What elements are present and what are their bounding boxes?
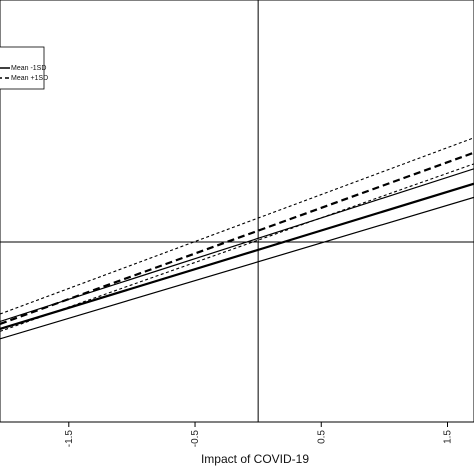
x-tick-label: -0.5 xyxy=(190,430,201,448)
series-line-5 xyxy=(0,163,474,332)
series-layer xyxy=(0,137,474,340)
x-axis: -1.5 -0.5 0.5 1.5 xyxy=(64,422,453,448)
x-axis-title: Impact of COVID-19 xyxy=(201,452,309,466)
series-line-2 xyxy=(0,196,474,340)
x-tick-label: -1.5 xyxy=(64,430,75,448)
x-tick-label: 0.5 xyxy=(316,430,327,444)
series-line-0 xyxy=(0,182,474,330)
legend-label-mean-minus-1sd: Mean -1SD xyxy=(11,65,46,72)
legend: Mean -1SD Mean +1SD xyxy=(0,46,48,90)
plot-area xyxy=(0,0,474,423)
plot-frame xyxy=(0,0,474,423)
legend-label-mean-plus-1sd: Mean +1SD xyxy=(11,75,48,82)
x-tick-label: 1.5 xyxy=(442,430,453,444)
series-line-3 xyxy=(0,151,474,325)
series-line-4 xyxy=(0,137,474,315)
series-line-1 xyxy=(0,168,474,323)
